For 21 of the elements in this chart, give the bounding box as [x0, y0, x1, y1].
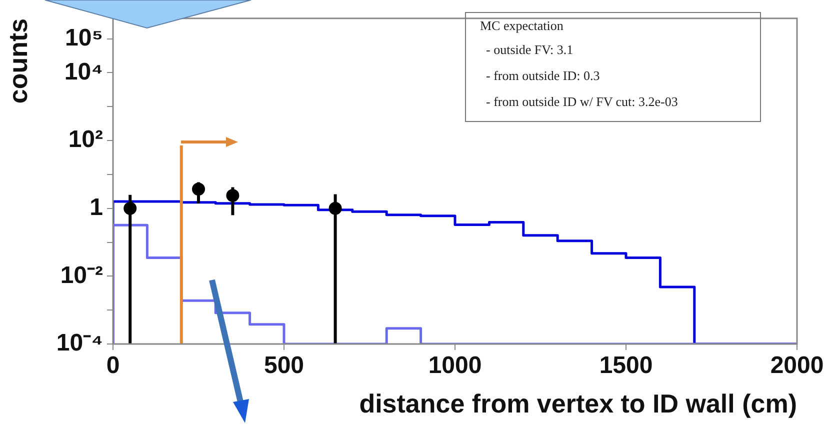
y-tick-label: 10⁻²: [60, 262, 104, 289]
annotation: - outside FV: 3.1: [485, 41, 574, 59]
y-tick-label: 10⁻⁴: [56, 330, 103, 357]
x-tick-label: 2000: [770, 352, 824, 380]
annotation: - from outside ID: 0.3: [485, 67, 601, 85]
x-tick-label: 1000: [428, 352, 482, 380]
x-tick-label: 500: [264, 352, 304, 380]
x-axis-title: distance from vertex to ID wall (cm): [359, 388, 797, 419]
point: [192, 182, 205, 196]
y-tick-label: 1: [90, 194, 103, 221]
point: [328, 202, 342, 215]
y-tick-label: 10²: [68, 126, 104, 154]
annotation: - from outside ID w/ FV cut: 3.2e-03: [485, 93, 679, 111]
point: [124, 202, 137, 215]
y-tick-label: 10⁵: [65, 24, 103, 52]
x-tick-label: 0: [106, 352, 120, 380]
y-tick-label: 10⁴: [64, 58, 103, 86]
annotation: MC expectation: [479, 17, 564, 35]
x-tick-label: 1500: [599, 352, 653, 380]
y-axis-title: counts: [2, 18, 33, 104]
point: [226, 188, 240, 202]
